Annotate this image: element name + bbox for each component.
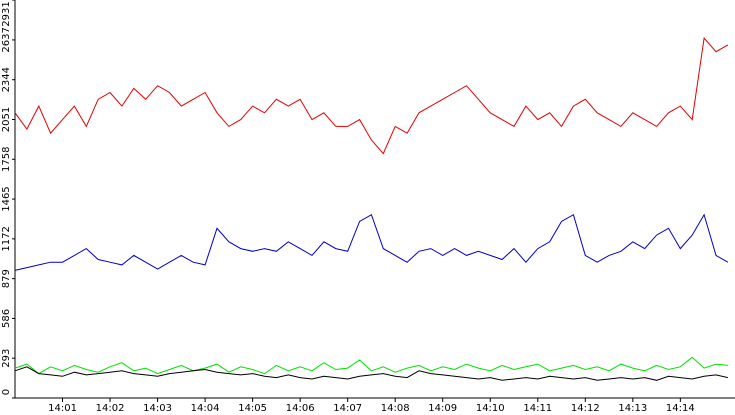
x-tick-label: 14:05 [238,403,267,414]
y-tick-label: 2051 [1,107,12,132]
x-tick-label: 14:08 [381,403,410,414]
x-tick-label: 14:09 [428,403,457,414]
series-line [14,366,729,381]
y-tick-label: 2931 [1,1,12,26]
y-tick-label: 2344 [1,67,12,92]
x-tick-label: 14:04 [191,403,220,414]
x-tick-label: 14:12 [571,403,600,414]
y-tick-label: 1465 [1,186,12,211]
x-tick-label: 14:13 [618,403,647,414]
y-tick-label: 586 [1,309,12,328]
series-line [14,213,729,271]
series-line [14,37,729,155]
x-tick-label: 14:10 [476,403,505,414]
y-tick-label: 0 [1,389,12,395]
series-line [14,356,728,375]
x-tick-label: 14:07 [333,403,362,414]
x-tick-label: 14:14 [666,403,695,414]
x-tick-label: 14:06 [286,403,315,414]
y-tick-label: 293 [1,349,12,368]
y-tick-label: 1758 [1,147,12,172]
x-tick-label: 14:01 [48,403,77,414]
x-tick-label: 14:11 [523,403,552,414]
y-tick-label: 1172 [1,226,12,251]
x-tick-label: 14:03 [143,403,172,414]
y-tick-label: 2637 [1,27,12,52]
y-tick-label: 879 [1,269,12,288]
x-tick-label: 14:02 [96,403,125,414]
